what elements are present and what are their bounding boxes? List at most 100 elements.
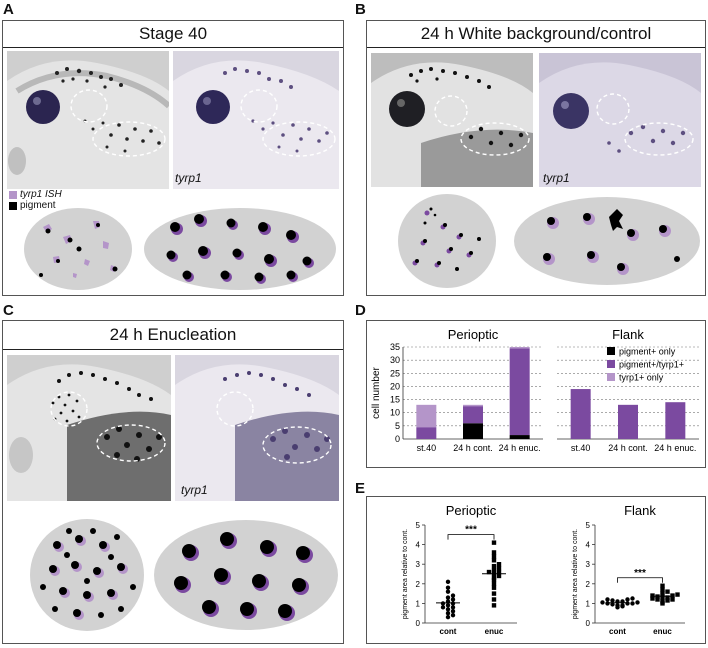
bar-segment: [665, 402, 686, 439]
data-point: [491, 581, 497, 586]
data-point: [491, 567, 497, 573]
data-point: [440, 605, 446, 610]
legend-ish-label: tyrp1 ISH: [20, 189, 62, 200]
data-point: [445, 579, 451, 585]
data-point: [660, 583, 665, 588]
y-tick-label: 30: [390, 355, 400, 365]
tadpole-photo-tyrp1: [175, 355, 339, 501]
y-tick-label: 1: [586, 599, 591, 608]
y-axis-label: pigment area relative to cont.: [402, 529, 409, 619]
schematic-flank: [154, 520, 338, 630]
tyrp1-label: tyrp1: [175, 171, 202, 185]
tadpole-photo-pigment: [371, 53, 533, 187]
data-point: [491, 591, 497, 596]
data-point: [450, 593, 456, 598]
bar-segment: [463, 406, 483, 424]
data-point: [445, 589, 451, 594]
data-point: [660, 591, 665, 596]
title-rule: [3, 349, 343, 350]
y-axis-label: pigment area relative to cont.: [572, 529, 579, 619]
legend: tyrp1 ISH pigment: [9, 189, 62, 211]
data-point: [620, 603, 625, 608]
data-point: [630, 596, 635, 601]
bar-segment: [509, 348, 530, 436]
data-point: [665, 589, 670, 594]
legend-ish: tyrp1 ISH: [9, 189, 62, 200]
y-tick-label: 20: [390, 381, 400, 391]
panel-letter-c: C: [3, 302, 14, 319]
data-point: [605, 601, 610, 606]
data-point: [635, 600, 640, 605]
x-tick-label: 24 h enuc.: [654, 443, 696, 453]
cell-number-chart: Perioptic 0 5 10 15 20 25 30 35 cell number st.40 2…: [371, 327, 699, 453]
x-tick-label: 24 h cont.: [453, 443, 493, 453]
chart-title: Flank: [624, 503, 656, 518]
data-point: [496, 565, 502, 571]
panel-letter-a: A: [3, 1, 14, 18]
y-tick-label: 25: [390, 368, 400, 378]
bar-segment: [509, 347, 530, 349]
schematic-flank: [514, 197, 700, 285]
data-point: [650, 596, 655, 601]
title-rule: [367, 47, 705, 48]
schematic-perioptic: [30, 519, 144, 631]
schematic-perioptic: [398, 194, 496, 288]
tadpole-photo-pigment: [7, 355, 171, 501]
panel-letter-b: B: [355, 1, 366, 18]
data-point: [491, 563, 497, 569]
y-tick-label: 0: [586, 619, 591, 628]
title-rule: [3, 47, 343, 48]
bar-segment: [416, 404, 437, 428]
legend-swatch: [607, 373, 615, 381]
data-point: [670, 593, 675, 598]
tadpole-photo-pigment: [7, 51, 169, 189]
y-tick-label: 3: [416, 560, 421, 569]
panel-c: 24 h Enucleation tyrp1: [2, 320, 344, 644]
chart-legend: pigment+ only pigment+/tyrp1+ tyrp1+ only: [607, 347, 684, 383]
data-point: [450, 601, 456, 606]
bar-segment: [463, 404, 483, 407]
legend-swatch: [607, 360, 615, 368]
tadpole-photo-tyrp1: [539, 53, 701, 187]
x-tick-label: enuc: [485, 627, 504, 636]
legend-swatch-ish: [9, 190, 17, 199]
y-tick-label: 5: [416, 521, 421, 530]
panel-c-title: 24 h Enucleation: [109, 325, 237, 344]
data-point: [600, 600, 605, 605]
data-point: [491, 585, 497, 590]
x-tick-label: st.40: [417, 443, 437, 453]
data-point: [491, 597, 497, 602]
data-point: [440, 601, 446, 606]
data-point: [450, 597, 456, 602]
chart-title: Perioptic: [448, 327, 499, 342]
data-point: [450, 609, 456, 614]
y-tick-label: 5: [395, 421, 400, 431]
tyrp1-label: tyrp1: [543, 171, 570, 185]
panel-letter-e: E: [355, 480, 366, 497]
data-point: [496, 573, 502, 579]
bar-segment: [570, 389, 591, 439]
legend-swatch: [607, 347, 615, 355]
data-point: [445, 595, 451, 600]
legend-label: tyrp1+ only: [619, 373, 664, 383]
data-point: [630, 601, 635, 606]
y-tick-label: 3: [586, 560, 591, 569]
y-tick-label: 4: [586, 541, 591, 550]
data-point: [670, 597, 675, 602]
data-point: [450, 605, 456, 610]
data-point: [665, 595, 670, 600]
data-point: [445, 585, 451, 590]
data-point: [655, 597, 660, 602]
data-point: [605, 597, 610, 602]
x-tick-label: enuc: [653, 627, 672, 636]
data-point: [491, 603, 497, 608]
chart-title: Perioptic: [446, 503, 497, 518]
y-tick-label: 2: [416, 580, 421, 589]
bar-segment: [416, 427, 437, 439]
y-tick-label: 4: [416, 541, 421, 550]
data-point: [445, 607, 451, 612]
data-point: [491, 575, 497, 581]
data-point: [491, 558, 497, 563]
legend-label: pigment+ only: [619, 347, 676, 357]
panel-b: 24 h White background/control tyrp1: [366, 20, 706, 296]
